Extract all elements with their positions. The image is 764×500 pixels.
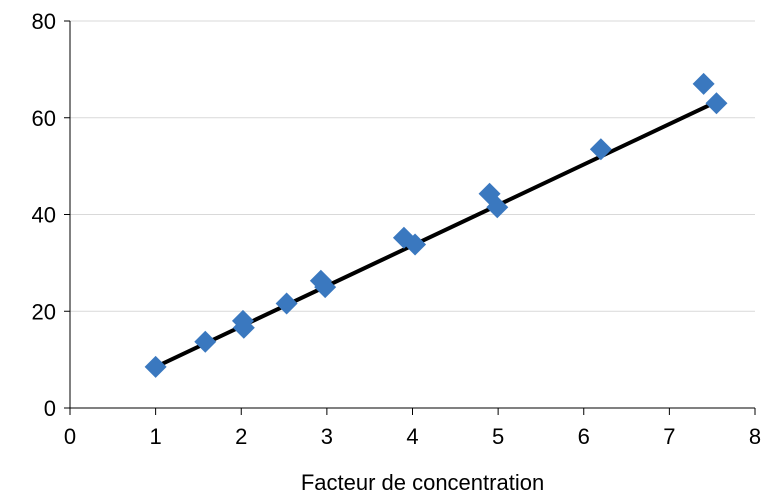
x-tick-label-7: 7	[663, 424, 675, 449]
axes	[64, 20, 756, 415]
data-point	[144, 355, 167, 378]
data-point	[486, 196, 509, 219]
data-point	[194, 330, 217, 353]
x-tick-label-6: 6	[578, 424, 590, 449]
y-tick-label-20: 20	[32, 299, 56, 324]
x-tick-label-1: 1	[150, 424, 162, 449]
data-point	[589, 138, 612, 161]
y-tick-label-80: 80	[32, 9, 56, 34]
y-tick-label-0: 0	[44, 396, 56, 421]
x-tick-label-8: 8	[749, 424, 761, 449]
data-point	[275, 292, 298, 315]
data-point	[692, 72, 715, 95]
x-tick-label-5: 5	[492, 424, 504, 449]
x-tick-label-2: 2	[235, 424, 247, 449]
data-point	[314, 276, 337, 299]
x-tick-label-0: 0	[64, 424, 76, 449]
x-tick-label-4: 4	[406, 424, 418, 449]
data-point	[705, 92, 728, 115]
data-point	[232, 316, 255, 339]
x-axis-title: Facteur de concentration	[301, 470, 544, 495]
data-points	[144, 72, 728, 378]
y-tick-label-40: 40	[32, 203, 56, 228]
y-tick-label-60: 60	[32, 106, 56, 131]
data-point	[404, 233, 427, 256]
tick-labels: 0 20 40 60 80 0 1 2 3 4 5 6 7 8	[32, 9, 762, 449]
x-tick-label-3: 3	[321, 424, 333, 449]
gridlines	[70, 20, 755, 312]
